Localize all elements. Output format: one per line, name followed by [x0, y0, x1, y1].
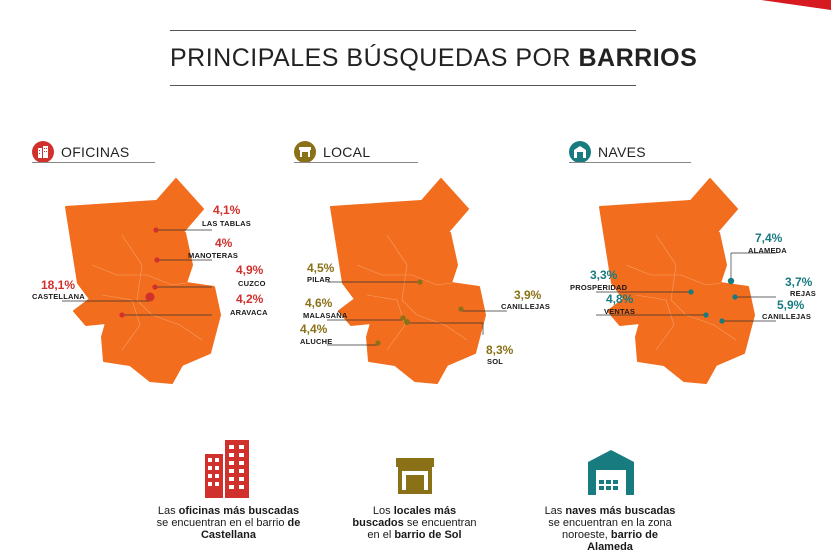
madrid-map-oficinas — [62, 178, 221, 384]
title-regular: PRINCIPALES BÚSQUEDAS POR — [170, 44, 572, 72]
section-label-local: LOCAL — [323, 144, 371, 160]
description-local: Los locales más buscados se encuentran e… — [352, 505, 477, 541]
label-malasana: MALASAÑA — [303, 311, 348, 320]
label-manoteras: MANOTERAS — [188, 251, 239, 260]
map-point-malasana — [400, 315, 406, 321]
map-point-prosperidad — [688, 289, 694, 295]
section-label-naves: NAVES — [598, 144, 646, 160]
madrid-map-local — [327, 178, 507, 384]
pct-cuzco: 4,9% — [236, 263, 264, 277]
map-point-alameda — [727, 277, 735, 285]
map-point-ventas — [703, 312, 709, 318]
pct-sol: 8,3% — [486, 343, 514, 357]
label-prosperidad: PROSPERIDAD — [570, 283, 628, 292]
map-point-castellana — [145, 292, 155, 302]
pct-canillejas-local: 3,9% — [514, 288, 542, 302]
pct-aravaca: 4,2% — [236, 292, 264, 306]
label-alameda: ALAMEDA — [748, 246, 787, 255]
title-bold: BARRIOS — [578, 44, 698, 72]
section-header-local: LOCAL — [294, 140, 370, 164]
pct-alameda: 7,4% — [755, 231, 783, 245]
label-pilar: PILAR — [307, 275, 331, 284]
label-sol: SOL — [487, 357, 504, 366]
map-point-aravaca — [119, 312, 125, 318]
label-cuzco: CUZCO — [238, 279, 266, 288]
label-las-tablas: LAS TABLAS — [202, 219, 251, 228]
pct-aluche: 4,4% — [300, 322, 328, 336]
section-divider-local — [294, 162, 418, 163]
page-title: PRINCIPALES BÚSQUEDAS POR BARRIOS — [170, 30, 697, 86]
map-point-manoteras — [154, 257, 160, 263]
map-point-pilar — [417, 279, 423, 285]
label-castellana: CASTELLANA — [32, 292, 85, 301]
section-header-oficinas: OFICINAS — [32, 140, 130, 164]
map-point-las-tablas — [153, 227, 159, 233]
section-header-naves: NAVES — [569, 140, 646, 164]
label-canillejas-local: CANILLEJAS — [501, 302, 551, 311]
section-divider-oficinas — [32, 162, 155, 163]
pct-manoteras: 4% — [215, 236, 233, 250]
pct-canillejas-naves: 5,9% — [777, 298, 805, 312]
label-canillejas-naves: CANILLEJAS — [762, 312, 812, 321]
pct-ventas: 4,8% — [606, 292, 634, 306]
pct-pilar: 4,5% — [307, 261, 335, 275]
shop-icon — [396, 458, 434, 494]
section-label-oficinas: OFICINAS — [61, 144, 130, 160]
corner-accent — [761, 0, 831, 10]
office-building-icon — [32, 141, 54, 163]
shop-icon — [294, 141, 316, 163]
map-point-sol — [404, 319, 410, 325]
map-point-canillejas-naves — [719, 318, 725, 324]
map-point-aluche — [375, 340, 381, 346]
label-ventas: VENTAS — [604, 307, 636, 316]
title-top-rule — [170, 30, 636, 31]
madrid-map-naves — [596, 178, 776, 384]
office-building-icon — [205, 440, 249, 498]
map-point-cuzco — [152, 284, 158, 290]
label-rejas: REJAS — [790, 289, 817, 298]
label-aluche: ALUCHE — [300, 337, 333, 346]
pct-las-tablas: 4,1% — [213, 203, 241, 217]
pct-malasana: 4,6% — [305, 296, 333, 310]
map-point-rejas — [732, 294, 738, 300]
pct-rejas: 3,7% — [785, 275, 813, 289]
title-bottom-rule — [170, 85, 636, 86]
warehouse-icon — [569, 141, 591, 163]
warehouse-icon — [588, 450, 634, 495]
description-naves: Las naves más buscadas se encuentran en … — [544, 505, 676, 553]
pct-castellana: 18,1% — [41, 278, 76, 292]
map-point-canillejas-local — [458, 306, 464, 312]
label-aravaca: ARAVACA — [230, 308, 268, 317]
pct-prosperidad: 3,3% — [590, 268, 618, 282]
description-oficinas: Las oficinas más buscadas se encuentran … — [156, 505, 301, 541]
section-divider-naves — [569, 162, 691, 163]
